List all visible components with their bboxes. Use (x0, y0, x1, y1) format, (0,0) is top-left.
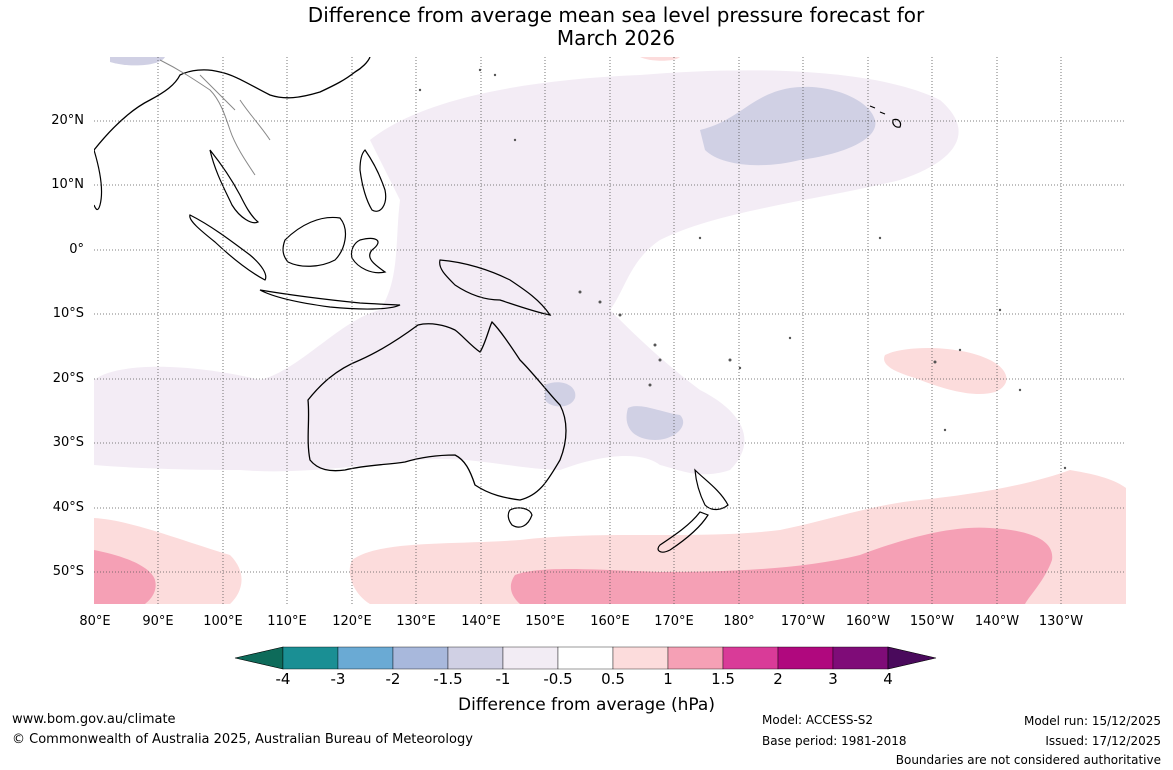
website-link[interactable]: www.bom.gov.au/climate (12, 712, 176, 727)
lon-label-170e: 170°E (654, 614, 694, 629)
lat-label-10s: 10°S (52, 306, 84, 321)
lon-label-170w: 170°W (780, 614, 826, 629)
sulawesi-outline (350, 237, 387, 274)
lat-label-20n: 20°N (51, 113, 84, 128)
hawaii-outline (869, 105, 902, 128)
base-period: Base period: 1981-2018 (762, 734, 907, 748)
title-line-1: Difference from average mean sea level p… (307, 3, 925, 27)
colorbar-tick: 3 (828, 670, 838, 688)
new-guinea-outline (439, 259, 552, 316)
lon-label-150e: 150°E (525, 614, 565, 629)
colorbar-segment (557, 646, 614, 670)
model-name: Model: ACCESS-S2 (762, 713, 874, 727)
anomaly-region-pink-southern-pacific (510, 527, 1053, 604)
colorbar-tick: 0.5 (601, 670, 625, 688)
colorbar-tick: -0.5 (543, 670, 573, 688)
issued-date: Issued: 17/12/2025 (1045, 734, 1161, 748)
colorbar-segment (392, 646, 449, 670)
colorbar-tick: -4 (275, 670, 291, 688)
sumatra-outline (189, 214, 267, 281)
colorbar-segment (722, 646, 779, 670)
colorbar-tick: 4 (883, 670, 893, 688)
colorbar-segment (832, 646, 889, 670)
philippines-outline (359, 149, 387, 212)
lon-label-100e: 100°E (203, 614, 243, 629)
anomaly-region-blue-north-pacific (700, 86, 876, 166)
indochina-outline (209, 149, 260, 224)
anomaly-region-blue-top (110, 57, 165, 66)
copyright-text: © Commonwealth of Australia 2025, Austra… (12, 732, 473, 747)
australia-outline (307, 320, 567, 501)
boundaries-disclaimer: Boundaries are not considered authoritat… (895, 753, 1161, 767)
lat-label-10n: 10°N (51, 177, 84, 192)
colorbar-tick: 2 (773, 670, 783, 688)
lat-label-50s: 50°S (52, 564, 84, 579)
lon-label-90e: 90°E (142, 614, 174, 629)
lon-label-130w: 130°W (1038, 614, 1084, 629)
anomaly-region-light-pink-top (640, 57, 680, 61)
lon-label-180: 180° (723, 614, 755, 629)
new-zealand-south-island (657, 511, 709, 553)
lat-label-30s: 30°S (52, 435, 84, 450)
lon-label-130e: 130°E (396, 614, 436, 629)
lat-label-0: 0° (69, 242, 84, 257)
colorbar-segment (777, 646, 834, 670)
graticule (94, 57, 1126, 604)
colorbar-segment (282, 646, 339, 670)
anomaly-region-light-pink-polynesia (884, 348, 1007, 395)
country-borders (159, 59, 271, 176)
lat-label-20s: 20°S (52, 371, 84, 386)
anomaly-region-blue-tasman (626, 406, 684, 440)
borneo-outline (282, 216, 347, 267)
colorbar-extend-low (234, 646, 284, 670)
colorbar-segment (337, 646, 394, 670)
colorbar-tick: -3 (330, 670, 346, 688)
colorbar-label: Difference from average (hPa) (458, 695, 715, 715)
lon-label-150w: 150°W (909, 614, 955, 629)
lon-label-110e: 110°E (267, 614, 307, 629)
colorbar-segment (447, 646, 504, 670)
colorbar-tick: -1.5 (433, 670, 463, 688)
pacific-islands (418, 68, 1067, 470)
colorbar-segment (502, 646, 559, 670)
title-line-2: March 2026 (556, 26, 676, 50)
new-zealand-north-island (694, 468, 729, 511)
colorbar (234, 646, 937, 670)
lon-label-140e: 140°E (461, 614, 501, 629)
colorbar-tick: -1 (495, 670, 511, 688)
colorbar-tick: 1 (663, 670, 673, 688)
lon-label-140w: 140°W (974, 614, 1020, 629)
lon-label-160e: 160°E (590, 614, 630, 629)
lat-label-40s: 40°S (52, 500, 84, 515)
anomaly-region-light-purple-pacific (94, 70, 959, 475)
colorbar-segment (612, 646, 669, 670)
map-title: Difference from average mean sea level p… (0, 4, 1173, 50)
colorbar-segment (667, 646, 724, 670)
lon-label-80e: 80°E (79, 614, 111, 629)
java-outline (259, 289, 401, 310)
colorbar-extend-high (887, 646, 937, 670)
pressure-anomaly-map (94, 57, 1126, 604)
model-run-date: Model run: 15/12/2025 (1023, 714, 1161, 728)
colorbar-tick: -2 (385, 670, 401, 688)
india-outline (94, 149, 103, 211)
lon-label-120e: 120°E (332, 614, 372, 629)
lon-label-160w: 160°W (845, 614, 891, 629)
colorbar-tick: 1.5 (711, 670, 735, 688)
asia-mainland-outline (94, 57, 371, 151)
anomaly-region-pink-indian-ocean (94, 550, 156, 604)
anomaly-region-blue-coral-sea (545, 382, 576, 407)
